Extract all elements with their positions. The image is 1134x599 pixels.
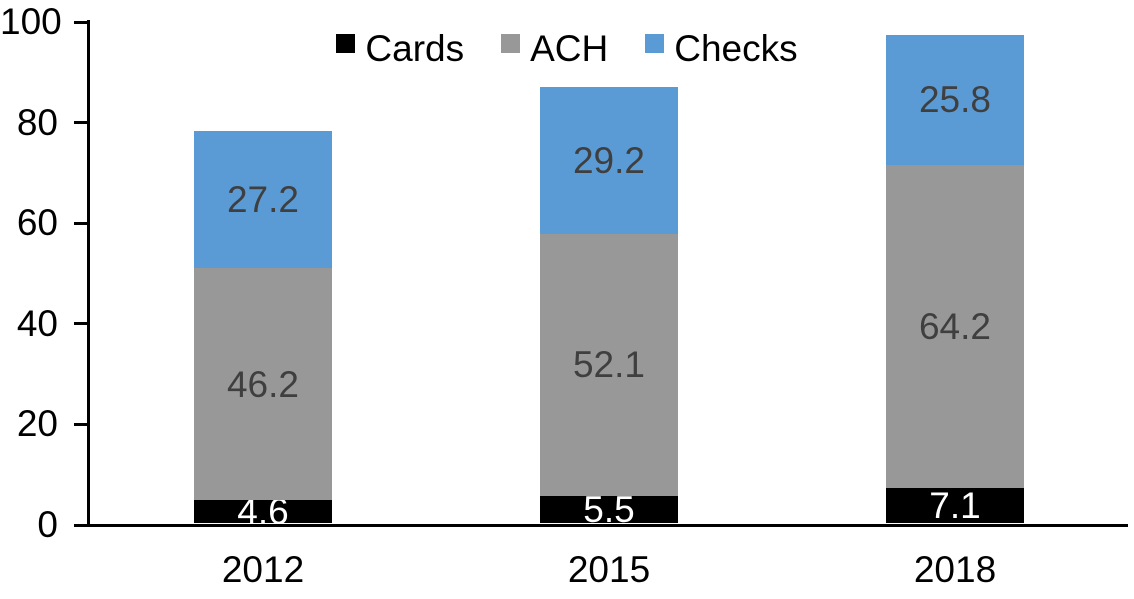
- y-axis-tick-40: [74, 322, 87, 326]
- legend-item-checks: Checks: [645, 28, 798, 70]
- data-label-ach-2018: 64.2: [918, 305, 991, 347]
- x-axis-line: [87, 523, 1128, 527]
- segment-cards-2012: 4.6: [194, 493, 332, 530]
- y-axis-tick-100: [74, 20, 87, 24]
- y-axis-tick-0: [74, 523, 87, 527]
- data-label-checks-2012: 27.2: [226, 179, 299, 221]
- segment-checks-2012: 27.2: [194, 131, 332, 268]
- y-tick-label-40: 40: [16, 302, 58, 344]
- legend-swatch-cards-icon: [336, 33, 356, 53]
- y-axis-tick-60: [74, 221, 87, 225]
- data-label-checks-2015: 29.2: [572, 139, 645, 181]
- y-tick-label-80: 80: [16, 101, 58, 143]
- legend-swatch-ach-icon: [501, 33, 521, 53]
- segment-checks-2015: 29.2: [540, 86, 678, 234]
- data-label-cards-2018: 7.1: [929, 485, 981, 527]
- segment-ach-2012: 46.2: [194, 267, 332, 501]
- chart-legend: Cards ACH Checks: [0, 26, 1134, 72]
- data-label-ach-2012: 46.2: [226, 363, 299, 405]
- y-axis-tick-20: [74, 422, 87, 426]
- segment-cards-2018: 7.1: [886, 485, 1024, 527]
- data-label-checks-2018: 25.8: [918, 79, 991, 121]
- y-tick-label-100: 100: [0, 1, 62, 42]
- legend-item-cards: Cards: [336, 28, 464, 70]
- x-tick-label-2015: 2015: [567, 549, 651, 590]
- y-tick-label-0: 0: [37, 504, 58, 545]
- legend-label-cards: Cards: [365, 28, 465, 69]
- x-tick-label-2018: 2018: [913, 549, 997, 590]
- segment-cards-2015: 5.5: [540, 491, 678, 528]
- legend-label-ach: ACH: [530, 28, 609, 69]
- y-axis-line: [87, 20, 90, 527]
- segment-ach-2018: 64.2: [886, 164, 1024, 488]
- legend-label-checks: Checks: [674, 28, 798, 69]
- data-label-cards-2015: 5.5: [583, 489, 635, 531]
- y-tick-label-60: 60: [16, 202, 58, 244]
- segment-ach-2015: 52.1: [540, 233, 678, 496]
- y-tick-label-20: 20: [16, 403, 58, 445]
- legend-swatch-checks-icon: [645, 33, 665, 53]
- x-tick-label-2012: 2012: [221, 549, 305, 590]
- data-label-ach-2015: 52.1: [572, 344, 645, 386]
- y-axis-tick-80: [74, 121, 87, 125]
- segment-checks-2018: 25.8: [886, 35, 1024, 165]
- legend-item-ach: ACH: [501, 28, 608, 70]
